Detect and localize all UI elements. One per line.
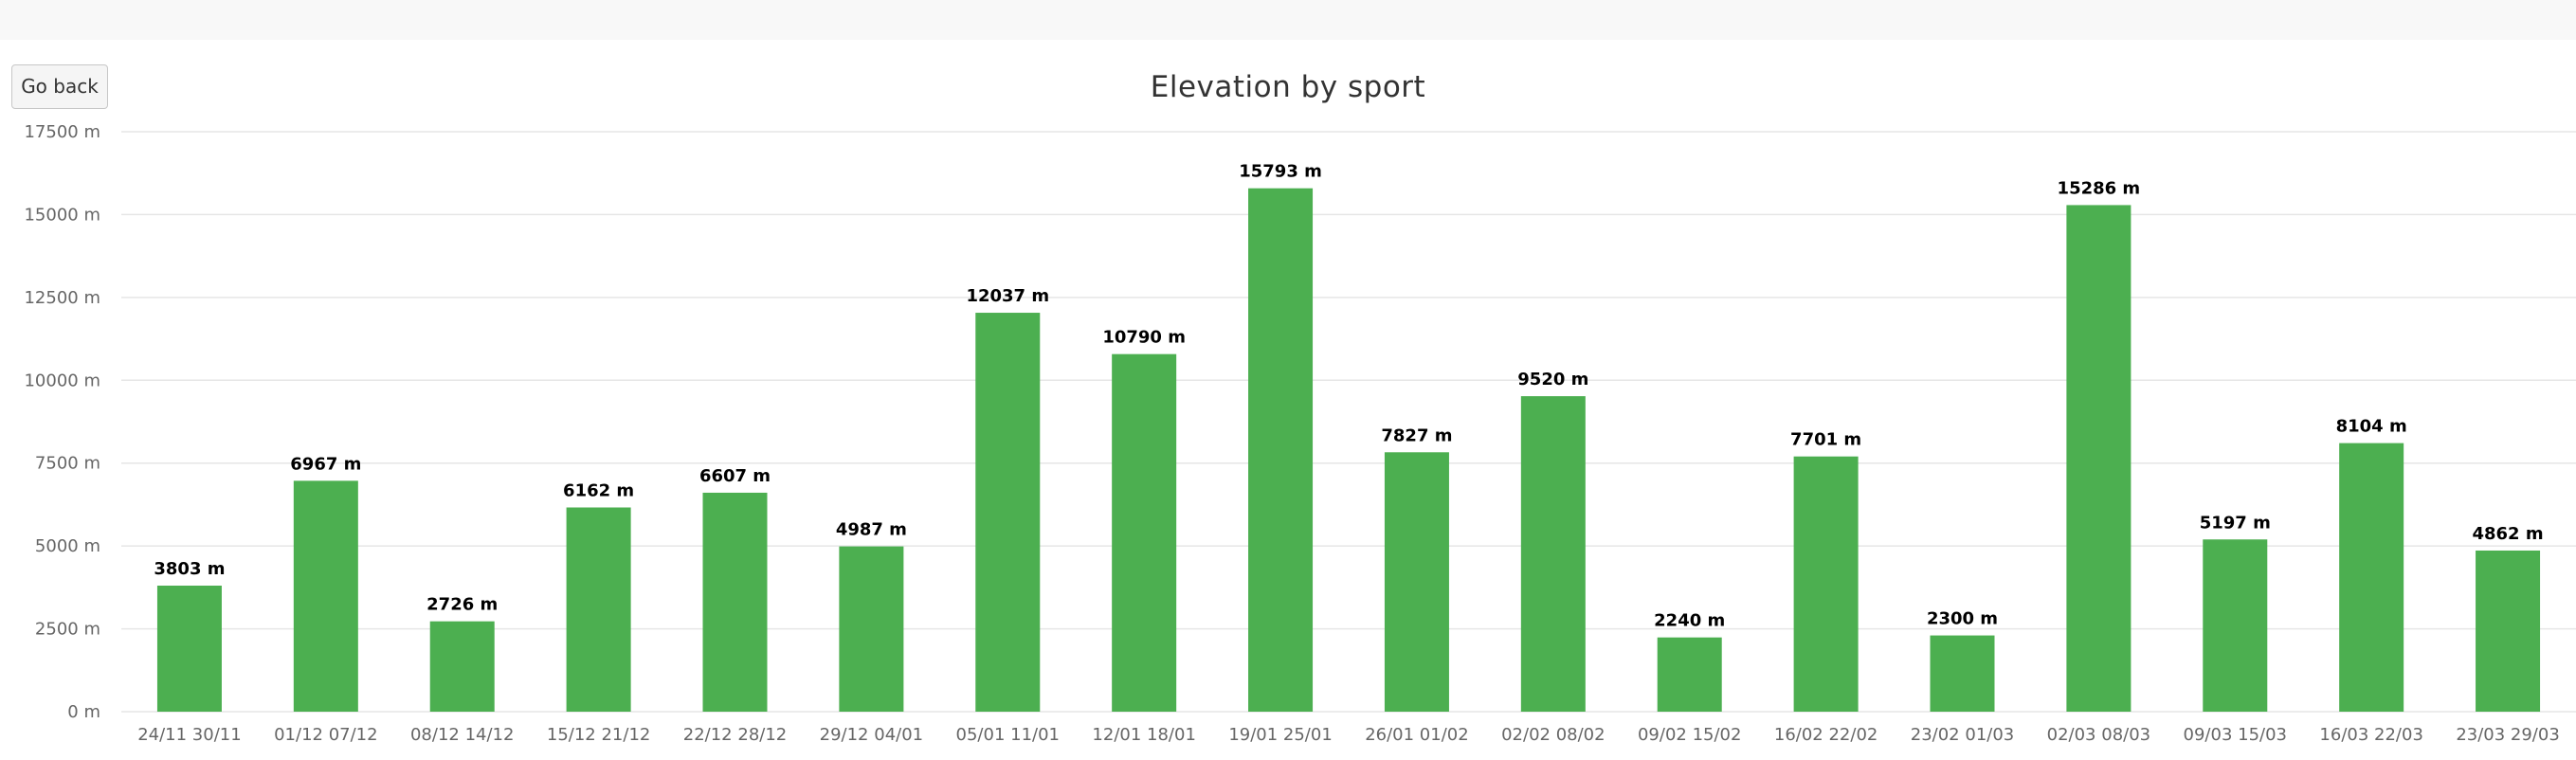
bar-series xyxy=(156,188,2541,712)
bar-data-label: 6162 m xyxy=(563,481,634,501)
bar[interactable] xyxy=(1930,635,1995,712)
bar[interactable] xyxy=(1384,452,1449,712)
bar[interactable] xyxy=(2339,443,2404,712)
bar[interactable] xyxy=(1248,188,1314,712)
bar-data-label: 3803 m xyxy=(154,559,225,579)
y-tick-label: 7500 m xyxy=(35,454,100,474)
x-tick-label: 23/03 29/03 xyxy=(2456,725,2559,745)
x-tick-label: 16/02 22/02 xyxy=(1774,725,1878,745)
bar-data-label: 2300 m xyxy=(1927,609,1998,629)
x-tick-label: 19/01 25/01 xyxy=(1228,725,1332,745)
bar-data-label: 2726 m xyxy=(426,595,498,615)
data-labels: 3803 m 6967 m 2726 m 6162 m 6607 m 4987 m 1203… xyxy=(154,162,2543,631)
y-tick-label: 12500 m xyxy=(24,288,100,308)
bar[interactable] xyxy=(156,586,222,712)
x-tick-label: 01/12 07/12 xyxy=(274,725,377,745)
bar-data-label: 7827 m xyxy=(1381,425,1452,445)
bar[interactable] xyxy=(702,492,768,712)
y-tick-label: 5000 m xyxy=(35,536,100,556)
bar-data-label: 6607 m xyxy=(699,466,771,486)
bar[interactable] xyxy=(975,313,1041,712)
bar-data-label: 15793 m xyxy=(1239,162,1322,182)
bar-data-label: 5197 m xyxy=(2200,513,2271,533)
y-tick-label: 0 m xyxy=(67,702,100,722)
bar[interactable] xyxy=(1793,456,1859,712)
bar-data-label: 7701 m xyxy=(1790,430,1861,450)
bar[interactable] xyxy=(566,507,631,712)
x-tick-label: 02/02 08/02 xyxy=(1501,725,1605,745)
top-bar xyxy=(0,0,2576,40)
x-axis: 24/11 30/11 01/12 07/12 08/12 14/12 15/12 2… xyxy=(137,725,2560,745)
x-tick-label: 29/12 04/01 xyxy=(820,725,923,745)
bar[interactable] xyxy=(1112,353,1177,712)
bar-data-label: 10790 m xyxy=(1102,328,1186,348)
go-back-button[interactable]: Go back xyxy=(11,64,108,109)
bar[interactable] xyxy=(2066,205,2132,712)
bar-data-label: 4862 m xyxy=(2472,524,2543,544)
x-tick-label: 09/02 15/02 xyxy=(1638,725,1741,745)
x-tick-label: 22/12 28/12 xyxy=(683,725,787,745)
bar[interactable] xyxy=(429,621,495,712)
bar-data-label: 15286 m xyxy=(2058,178,2141,198)
bar[interactable] xyxy=(293,480,358,712)
bar-data-label: 4987 m xyxy=(836,520,907,540)
x-tick-label: 23/02 01/03 xyxy=(1911,725,2014,745)
x-tick-label: 05/01 11/01 xyxy=(956,725,1060,745)
x-tick-label: 12/01 18/01 xyxy=(1092,725,1195,745)
x-tick-label: 16/03 22/03 xyxy=(2319,725,2422,745)
y-tick-label: 2500 m xyxy=(35,620,100,640)
gridlines xyxy=(121,131,2576,713)
bar-data-label: 6967 m xyxy=(290,454,361,474)
y-tick-label: 17500 m xyxy=(24,122,100,142)
x-tick-label: 02/03 08/03 xyxy=(2047,725,2150,745)
bar[interactable] xyxy=(2203,539,2268,712)
x-tick-label: 15/12 21/12 xyxy=(547,725,650,745)
bar[interactable] xyxy=(839,546,904,712)
bar[interactable] xyxy=(2476,550,2541,712)
chart-title: Elevation by sport xyxy=(1150,70,1426,104)
bar[interactable] xyxy=(1520,396,1586,712)
x-tick-label: 08/12 14/12 xyxy=(410,725,514,745)
y-tick-label: 15000 m xyxy=(24,205,100,225)
bar-data-label: 8104 m xyxy=(2336,417,2407,437)
x-tick-label: 24/11 30/11 xyxy=(137,725,241,745)
bar-data-label: 12037 m xyxy=(966,286,1049,306)
x-tick-label: 26/01 01/02 xyxy=(1365,725,1468,745)
y-axis: 0 m 2500 m 5000 m 7500 m 10000 m 12500 m 15000… xyxy=(24,122,100,722)
y-tick-label: 10000 m xyxy=(24,371,100,390)
bar-data-label: 2240 m xyxy=(1654,611,1725,631)
bar-data-label: 9520 m xyxy=(1517,370,1588,389)
bar[interactable] xyxy=(1657,637,1722,712)
x-tick-label: 09/03 15/03 xyxy=(2184,725,2287,745)
